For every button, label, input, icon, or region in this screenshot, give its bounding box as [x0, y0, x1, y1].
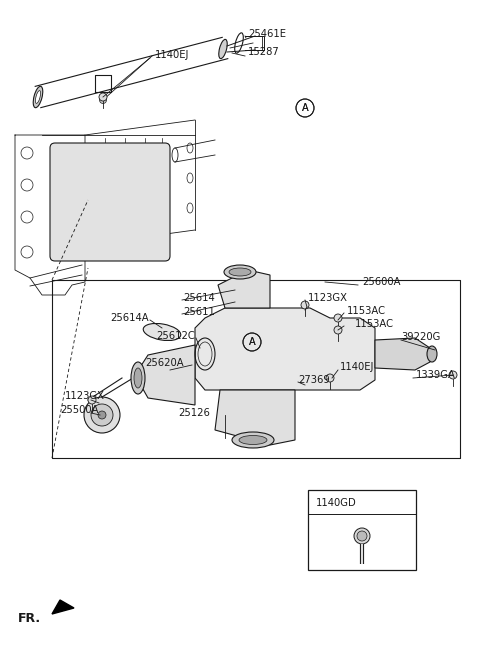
FancyBboxPatch shape [50, 143, 170, 261]
Ellipse shape [427, 346, 437, 362]
Text: 1140GD: 1140GD [316, 498, 357, 508]
Text: A: A [249, 337, 255, 347]
Polygon shape [52, 600, 74, 614]
Polygon shape [218, 270, 270, 308]
Text: 25461E: 25461E [248, 29, 286, 39]
Text: FR.: FR. [18, 611, 41, 625]
Text: 27369: 27369 [298, 375, 330, 385]
Ellipse shape [229, 268, 251, 276]
Polygon shape [215, 390, 295, 445]
Circle shape [84, 397, 120, 433]
Text: 1123GX: 1123GX [308, 293, 348, 303]
Ellipse shape [224, 265, 256, 279]
Ellipse shape [219, 39, 227, 58]
Circle shape [99, 93, 107, 101]
Ellipse shape [33, 87, 43, 108]
Bar [308, 490, 416, 570]
Text: A: A [249, 337, 255, 347]
Circle shape [301, 301, 309, 309]
Circle shape [99, 96, 107, 104]
Circle shape [91, 404, 113, 426]
Text: A: A [302, 103, 308, 113]
Text: 25600A: 25600A [362, 277, 400, 287]
Polygon shape [375, 338, 430, 370]
Circle shape [357, 531, 367, 541]
Text: 25614A: 25614A [110, 313, 149, 323]
Polygon shape [135, 345, 195, 405]
Ellipse shape [239, 436, 267, 445]
Text: 25126: 25126 [178, 408, 210, 418]
Text: 25614: 25614 [183, 293, 215, 303]
Text: 15287: 15287 [248, 47, 280, 57]
Text: 1140EJ: 1140EJ [155, 50, 190, 60]
Circle shape [326, 374, 334, 382]
Text: 25612C: 25612C [156, 331, 195, 341]
Text: 25611: 25611 [183, 307, 215, 317]
Circle shape [334, 326, 342, 334]
Polygon shape [195, 308, 375, 390]
Text: 25500A: 25500A [60, 405, 98, 415]
Text: A: A [302, 103, 308, 113]
Circle shape [449, 371, 457, 379]
Text: 39220G: 39220G [401, 332, 440, 342]
Ellipse shape [134, 368, 142, 388]
Circle shape [334, 314, 342, 322]
Ellipse shape [36, 91, 40, 104]
Text: 25620A: 25620A [145, 358, 184, 368]
Text: 1140EJ: 1140EJ [340, 362, 374, 372]
Text: 1123GX: 1123GX [65, 391, 105, 401]
Ellipse shape [131, 362, 145, 394]
Circle shape [354, 528, 370, 544]
Circle shape [98, 411, 106, 419]
Circle shape [88, 396, 96, 404]
Text: 1153AC: 1153AC [347, 306, 386, 316]
Ellipse shape [232, 432, 274, 448]
Ellipse shape [143, 323, 181, 340]
Text: 1153AC: 1153AC [355, 319, 394, 329]
Text: 1339GA: 1339GA [416, 370, 456, 380]
